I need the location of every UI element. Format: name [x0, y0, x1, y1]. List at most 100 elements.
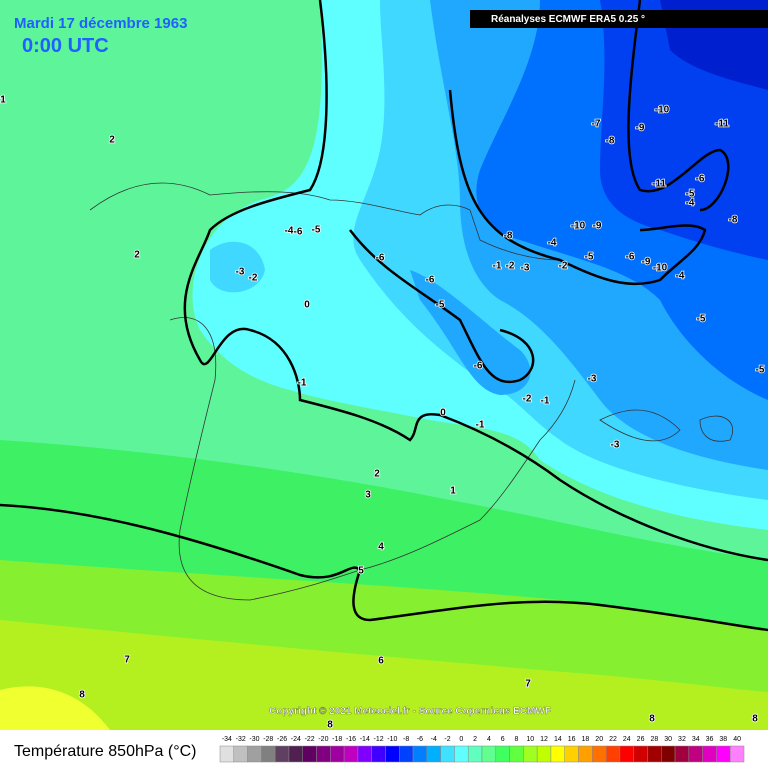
legend-swatch — [703, 746, 717, 762]
contour-label: -4 — [686, 198, 695, 209]
legend-swatch — [689, 746, 703, 762]
legend-swatch — [675, 746, 689, 762]
legend-tick: -16 — [346, 736, 356, 743]
contour-label: 2 — [134, 250, 140, 261]
contour-label: -2 — [523, 394, 532, 405]
legend-tick: -12 — [374, 736, 384, 743]
legend-swatch — [427, 746, 441, 762]
contour-label: 1 — [0, 95, 6, 106]
legend-tick: -18 — [332, 736, 342, 743]
contour-label: -1 — [493, 261, 502, 272]
legend-swatch — [248, 746, 262, 762]
contour-label: -10 — [571, 221, 586, 232]
legend-tick: -4 — [431, 736, 437, 743]
legend-tick: -8 — [403, 736, 409, 743]
legend-tick: -32 — [236, 736, 246, 743]
contour-label: -4 — [676, 271, 685, 282]
contour-label: -9 — [642, 257, 651, 268]
contour-label: -2 — [559, 261, 568, 272]
legend-swatch — [303, 746, 317, 762]
contour-label: 7 — [525, 679, 531, 690]
legend-tick: -14 — [360, 736, 370, 743]
legend-swatch — [372, 746, 386, 762]
legend-swatch — [441, 746, 455, 762]
legend-tick: -22 — [305, 736, 315, 743]
legend-tick: 32 — [678, 736, 686, 743]
contour-label: -3 — [588, 374, 597, 385]
legend-tick: 28 — [650, 736, 658, 743]
legend-tick: -30 — [249, 736, 259, 743]
contour-label: -6 — [376, 253, 385, 264]
contour-label: -5 — [585, 252, 594, 263]
legend-tick: -2 — [444, 736, 450, 743]
legend-swatch — [385, 746, 399, 762]
legend-tick: 40 — [733, 736, 741, 743]
legend-tick: 38 — [719, 736, 727, 743]
legend-swatch — [358, 746, 372, 762]
legend-swatch — [523, 746, 537, 762]
legend-swatch — [716, 746, 730, 762]
contour-label: -6 — [294, 227, 303, 238]
legend-swatch — [454, 746, 468, 762]
contour-label: -8 — [729, 215, 738, 226]
legend-title: Température 850hPa (°C) — [14, 743, 196, 760]
contour-label: 8 — [752, 714, 758, 725]
contour-label: -3 — [611, 440, 620, 451]
contour-label: -1 — [476, 420, 485, 431]
copyright: Copyright © 2021 Meteociel.fr - Source C… — [269, 706, 551, 717]
contour-label: 2 — [374, 469, 380, 480]
legend-tick: 16 — [568, 736, 576, 743]
legend-tick: 20 — [595, 736, 603, 743]
legend-tick: -34 — [222, 736, 232, 743]
legend-tick: 12 — [540, 736, 548, 743]
contour-label: -3 — [236, 267, 245, 278]
contour-label: -1 — [298, 378, 307, 389]
legend-swatch — [510, 746, 524, 762]
contour-label: 8 — [327, 720, 333, 731]
legend-tick: -24 — [291, 736, 301, 743]
contour-label: 3 — [365, 490, 371, 501]
date: Mardi 17 décembre 1963 — [14, 15, 187, 32]
contour-label: 8 — [649, 714, 655, 725]
legend-swatch — [399, 746, 413, 762]
contour-label: -1 — [541, 396, 550, 407]
contour-label: -5 — [697, 314, 706, 325]
legend-swatch — [620, 746, 634, 762]
contour-label: -9 — [593, 221, 602, 232]
contour-label: -3 — [521, 263, 530, 274]
legend-swatch — [468, 746, 482, 762]
legend-swatch — [565, 746, 579, 762]
time: 0:00 UTC — [22, 35, 109, 57]
legend-swatch — [647, 746, 661, 762]
legend-tick: 2 — [473, 736, 477, 743]
contour-label: 0 — [440, 408, 446, 419]
legend-swatch — [344, 746, 358, 762]
contour-label: 7 — [124, 655, 130, 666]
contour-label: 0 — [304, 300, 310, 311]
contour-label: -11 — [715, 119, 729, 130]
legend-swatch — [634, 746, 648, 762]
contour-label: -2 — [249, 273, 258, 284]
contour-label: 4 — [378, 542, 384, 553]
contour-label: -11 — [652, 179, 666, 190]
contour-label: -10 — [655, 105, 670, 116]
contour-label: -9 — [636, 123, 645, 134]
legend-tick: 4 — [487, 736, 491, 743]
contour-label: -5 — [436, 300, 445, 311]
legend-swatch — [496, 746, 510, 762]
legend-tick: -10 — [387, 736, 397, 743]
legend-swatch — [592, 746, 606, 762]
legend-tick: -28 — [263, 736, 273, 743]
legend-tick: -26 — [277, 736, 287, 743]
legend-swatch — [275, 746, 289, 762]
legend-tick: 18 — [582, 736, 590, 743]
contour-label: -10 — [653, 263, 668, 274]
contour-label: -4 — [285, 226, 294, 237]
legend-swatch — [261, 746, 275, 762]
legend-tick: -6 — [417, 736, 423, 743]
legend-swatch — [317, 746, 331, 762]
legend-swatch — [551, 746, 565, 762]
legend-swatch — [661, 746, 675, 762]
